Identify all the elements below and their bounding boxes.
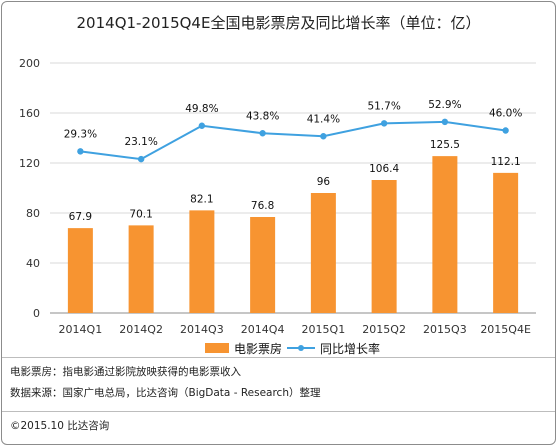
legend-line-marker	[298, 345, 304, 351]
legend-bar-swatch	[205, 343, 229, 353]
growth-rate-point	[380, 120, 388, 127]
growth-rate-line	[80, 120, 506, 161]
x-tick-label: 2014Q1	[59, 323, 103, 336]
growth-rate-label: 43.8%	[246, 110, 279, 122]
x-tick-label: 2014Q4	[241, 323, 285, 336]
revenue-bar	[128, 225, 154, 313]
growth-rate-point	[502, 127, 509, 134]
growth-rate-label: 52.9%	[428, 99, 461, 111]
revenue-bar	[250, 217, 276, 313]
bar-value-label: 125.5	[430, 139, 460, 151]
notes-divider	[2, 357, 555, 358]
growth-rate-label: 29.3%	[64, 128, 97, 140]
bar-value-label: 96	[317, 176, 331, 188]
bar-value-label: 82.1	[190, 193, 213, 205]
revenue-bar	[67, 228, 93, 313]
y-tick-label: 160	[19, 107, 40, 120]
growth-rate-label: 46.0%	[489, 108, 522, 120]
revenue-bar	[189, 210, 215, 313]
growth-rate-label: 51.7%	[367, 100, 400, 112]
copyright-note: ©2015.10 比达咨询	[10, 420, 110, 432]
growth-rate-point	[320, 133, 327, 140]
legend-line-label: 同比增长率	[320, 341, 380, 356]
y-tick-label: 40	[26, 257, 40, 270]
bar-value-label: 106.4	[369, 163, 399, 175]
source-note: 数据来源：国家广电总局，比达咨询（BigData - Research）整理	[10, 387, 321, 399]
x-tick-label: 2014Q2	[119, 323, 163, 336]
x-tick-label: 2015Q3	[423, 323, 467, 336]
revenue-bar	[310, 193, 336, 313]
revenue-bar	[432, 156, 458, 313]
bar-value-label: 112.1	[491, 156, 521, 168]
growth-rate-point	[77, 148, 84, 155]
growth-rate-label: 49.8%	[185, 103, 218, 115]
chart-title: 2014Q1-2015Q4E全国电影票房及同比增长率（单位：亿）	[76, 14, 481, 32]
y-tick-label: 200	[19, 57, 40, 70]
growth-rate-point	[137, 155, 145, 163]
growth-rate-point	[198, 122, 206, 129]
bar-value-label: 67.9	[69, 211, 92, 223]
growth-rate-label: 23.1%	[124, 136, 157, 148]
bar-value-label: 70.1	[129, 208, 152, 220]
footer-divider	[2, 411, 555, 412]
x-tick-label: 2015Q1	[302, 323, 346, 336]
x-tick-label: 2014Q3	[180, 323, 224, 336]
definition-note: 电影票房：指电影通过影院放映获得的电影票收入	[10, 366, 241, 378]
revenue-bar	[493, 172, 519, 313]
growth-rate-label: 41.4%	[307, 113, 340, 125]
bar-value-label: 76.8	[251, 200, 274, 212]
legend-bar-label: 电影票房	[234, 341, 282, 356]
revenue-bar	[371, 180, 397, 313]
x-tick-label: 2015Q4E	[480, 323, 531, 336]
growth-rate-point	[441, 118, 449, 126]
y-tick-label: 0	[33, 307, 40, 320]
y-tick-label: 120	[19, 157, 40, 170]
x-tick-label: 2015Q2	[362, 323, 406, 336]
growth-rate-point	[259, 130, 266, 137]
y-tick-label: 80	[26, 207, 40, 220]
